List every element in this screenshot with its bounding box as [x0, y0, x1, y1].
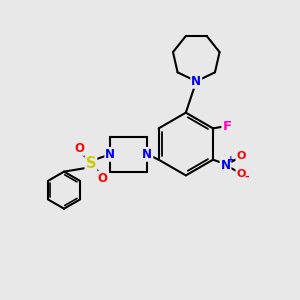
Text: N: N — [142, 148, 152, 161]
Text: -: - — [245, 171, 249, 182]
Text: N: N — [105, 148, 115, 161]
Text: S: S — [85, 156, 96, 171]
Text: O: O — [74, 142, 84, 155]
Text: O: O — [236, 151, 246, 161]
Text: F: F — [223, 120, 232, 134]
Text: N: N — [191, 75, 201, 88]
Text: N: N — [220, 159, 230, 172]
Text: O: O — [236, 169, 246, 179]
Text: O: O — [98, 172, 108, 185]
Text: +: + — [227, 155, 234, 164]
